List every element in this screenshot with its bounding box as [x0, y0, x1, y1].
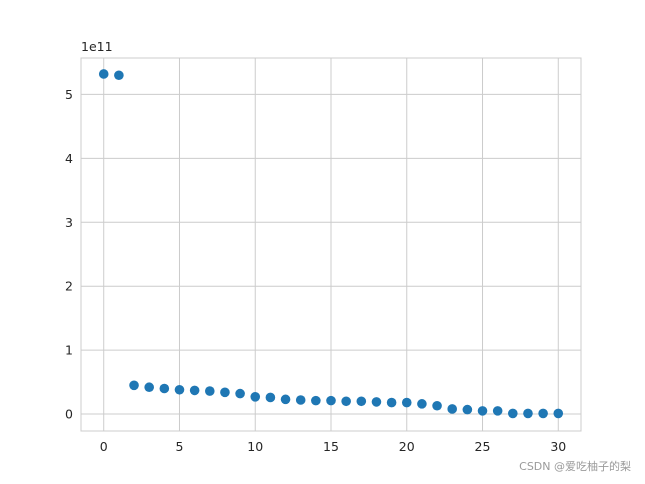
- data-points: [98, 69, 564, 419]
- x-tick-label: 25: [475, 439, 491, 454]
- data-point: [462, 404, 473, 415]
- data-point: [250, 392, 261, 402]
- data-point: [265, 392, 276, 403]
- data-point: [553, 408, 564, 419]
- data-point: [204, 386, 215, 396]
- data-point: [356, 396, 367, 407]
- y-axis-offset-label: 1e11: [81, 39, 113, 54]
- plot-frame: [80, 57, 582, 432]
- y-tick-label: 2: [65, 279, 73, 294]
- data-point: [326, 395, 336, 406]
- data-point: [98, 69, 109, 79]
- data-point: [174, 384, 185, 395]
- x-tick-label: 0: [100, 439, 108, 454]
- data-point: [189, 385, 200, 396]
- y-tick-label: 1: [65, 343, 73, 358]
- x-tick-label: 5: [176, 439, 184, 454]
- data-point: [220, 387, 230, 398]
- data-point: [401, 397, 412, 408]
- data-point: [341, 396, 351, 407]
- x-tick-label: 10: [247, 439, 263, 454]
- x-tick-label: 15: [323, 439, 339, 454]
- data-point: [280, 394, 291, 405]
- y-tick-label: 4: [65, 151, 73, 166]
- data-point: [508, 408, 518, 419]
- x-axis-ticks: 0 5 10 15 20 25 30: [100, 439, 567, 454]
- y-tick-label: 5: [65, 87, 73, 102]
- data-point: [295, 395, 306, 405]
- data-point: [235, 388, 245, 399]
- data-point: [538, 408, 548, 419]
- grid-lines: [81, 58, 581, 431]
- data-point: [523, 408, 533, 419]
- data-point: [492, 406, 503, 416]
- data-point: [477, 406, 488, 416]
- y-tick-label: 0: [65, 407, 73, 422]
- data-point: [417, 399, 427, 409]
- data-point: [432, 400, 442, 411]
- x-tick-label: 30: [550, 439, 566, 454]
- data-point: [386, 397, 397, 408]
- x-tick-label: 20: [399, 439, 415, 454]
- data-point: [114, 70, 124, 81]
- data-point: [371, 397, 382, 407]
- data-point: [311, 395, 321, 406]
- data-point: [129, 380, 139, 391]
- data-point: [447, 404, 458, 414]
- watermark: CSDN @爱吃柚子的梨: [519, 460, 631, 473]
- y-axis-ticks: 0 1 2 3 4 5: [65, 87, 73, 422]
- y-tick-label: 3: [65, 215, 73, 230]
- data-point: [144, 382, 154, 393]
- data-point: [159, 383, 170, 394]
